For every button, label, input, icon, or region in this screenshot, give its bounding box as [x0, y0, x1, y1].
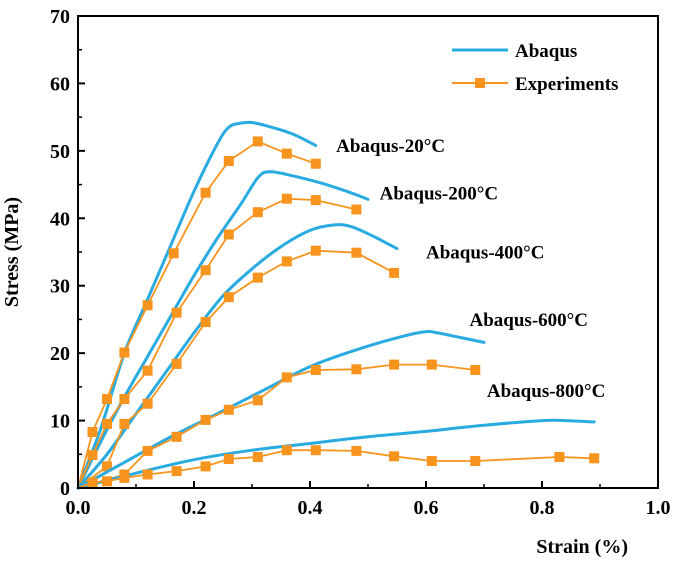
x-tick-label: 0.4 — [298, 497, 323, 519]
data-point-experiments-800-c — [102, 476, 112, 487]
data-point-experiments-400-c — [171, 358, 182, 369]
x-tick-label: 0.0 — [66, 497, 91, 519]
data-point-experiments-800-c — [470, 456, 481, 466]
y-tick-label: 50 — [50, 141, 70, 163]
y-tick-label: 20 — [50, 343, 70, 365]
series-line-experiments-400-c — [77, 249, 395, 489]
axis-layer: 0.0 0.2 0.4 0.6 0.8 1.0 0 10 20 30 40 50 60 70 — [50, 6, 671, 519]
x-tick-label: 0.2 — [182, 497, 207, 519]
x-axis-title: Strain (%) — [536, 536, 628, 558]
data-point-experiments-200-c — [310, 195, 321, 206]
data-point-experiments-20-c — [200, 187, 211, 198]
data-point-experiments-800-c — [200, 461, 211, 472]
data-point-experiments-800-c — [223, 454, 234, 464]
data-point-experiments-800-c — [426, 456, 437, 466]
data-point-experiments-200-c — [281, 193, 292, 204]
data-point-experiments-400-c — [223, 292, 234, 303]
data-point-experiments-400-c — [351, 247, 362, 258]
y-tick-label: 40 — [50, 208, 70, 230]
data-point-experiments-200-c — [119, 394, 130, 404]
x-tick-label: 0.6 — [414, 497, 439, 519]
data-point-experiments-600-c — [200, 414, 211, 425]
data-point-experiments-20-c — [168, 248, 179, 259]
data-point-experiments-800-c — [119, 472, 130, 483]
data-point-experiments-800-c — [252, 452, 263, 462]
y-tick-label: 70 — [50, 6, 70, 28]
data-point-experiments-800-c — [554, 452, 565, 462]
data-point-experiments-200-c — [200, 265, 211, 276]
data-point-experiments-20-c — [87, 427, 98, 437]
data-point-experiments-600-c — [252, 395, 263, 406]
data-point-experiments-20-c — [252, 136, 263, 147]
annotation-label: Abaqus-20°C — [336, 136, 445, 157]
data-point-experiments-600-c — [142, 445, 153, 456]
data-point-experiments-400-c — [310, 245, 321, 256]
data-point-experiments-20-c — [310, 158, 321, 169]
data-point-experiments-800-c — [389, 451, 400, 462]
data-point-experiments-200-c — [171, 307, 182, 318]
data-point-experiments-800-c — [351, 445, 362, 456]
legend: Abaqus Experiments — [452, 41, 618, 95]
data-point-experiments-400-c — [389, 267, 400, 278]
data-point-experiments-400-c — [119, 418, 130, 429]
data-point-experiments-200-c — [87, 450, 98, 460]
data-point-experiments-800-c — [310, 445, 321, 456]
data-point-experiments-200-c — [102, 418, 112, 429]
data-point-experiments-400-c — [252, 272, 263, 283]
legend-experiments-marker — [475, 78, 485, 88]
y-tick-label: 0 — [60, 478, 70, 500]
data-point-experiments-400-c — [102, 461, 112, 472]
legend-experiments-label: Experiments — [515, 74, 618, 95]
x-tick-label: 0.8 — [530, 497, 555, 519]
data-point-experiments-800-c — [87, 477, 98, 488]
series-layer — [76, 120, 600, 490]
series-line-abaqus-600-c — [76, 329, 486, 490]
data-point-experiments-20-c — [281, 148, 292, 159]
data-point-experiments-600-c — [351, 364, 362, 375]
data-point-experiments-800-c — [142, 469, 153, 480]
data-point-experiments-400-c — [200, 317, 211, 328]
data-point-experiments-20-c — [119, 347, 130, 358]
data-point-experiments-600-c — [223, 404, 234, 415]
data-point-experiments-600-c — [426, 359, 437, 370]
data-point-experiments-200-c — [252, 207, 263, 218]
annotation-label: Abaqus-600°C — [470, 310, 588, 331]
series-line-abaqus-800-c — [76, 418, 596, 490]
data-point-experiments-800-c — [171, 466, 182, 477]
annotation-layer: Abaqus-20°C Abaqus-200°C Abaqus-400°C Abaqu… — [336, 136, 605, 402]
y-tick-label: 30 — [50, 276, 70, 298]
x-tick-label: 1.0 — [646, 497, 671, 519]
data-point-experiments-200-c — [223, 229, 234, 240]
data-point-experiments-400-c — [281, 256, 292, 267]
y-tick-label: 60 — [50, 73, 70, 95]
data-point-experiments-200-c — [142, 365, 153, 376]
data-point-experiments-600-c — [310, 365, 321, 375]
data-point-experiments-20-c — [102, 394, 112, 404]
data-point-experiments-800-c — [589, 453, 600, 464]
data-point-experiments-600-c — [470, 365, 481, 375]
data-point-experiments-600-c — [281, 372, 292, 383]
series-line-abaqus-200-c — [76, 170, 370, 490]
annotation-label: Abaqus-200°C — [380, 183, 498, 204]
data-point-experiments-600-c — [171, 431, 182, 442]
annotation-label: Abaqus-400°C — [426, 243, 544, 264]
y-tick-label: 10 — [50, 411, 70, 433]
data-point-experiments-400-c — [142, 398, 153, 409]
data-point-experiments-20-c — [223, 156, 234, 166]
annotation-label: Abaqus-800°C — [487, 381, 605, 402]
data-point-experiments-200-c — [351, 204, 362, 215]
data-point-experiments-800-c — [281, 445, 292, 456]
y-axis-title: Stress (MPa) — [1, 197, 23, 307]
legend-abaqus-label: Abaqus — [515, 41, 577, 62]
data-point-experiments-20-c — [142, 300, 153, 311]
data-point-experiments-600-c — [389, 359, 400, 370]
